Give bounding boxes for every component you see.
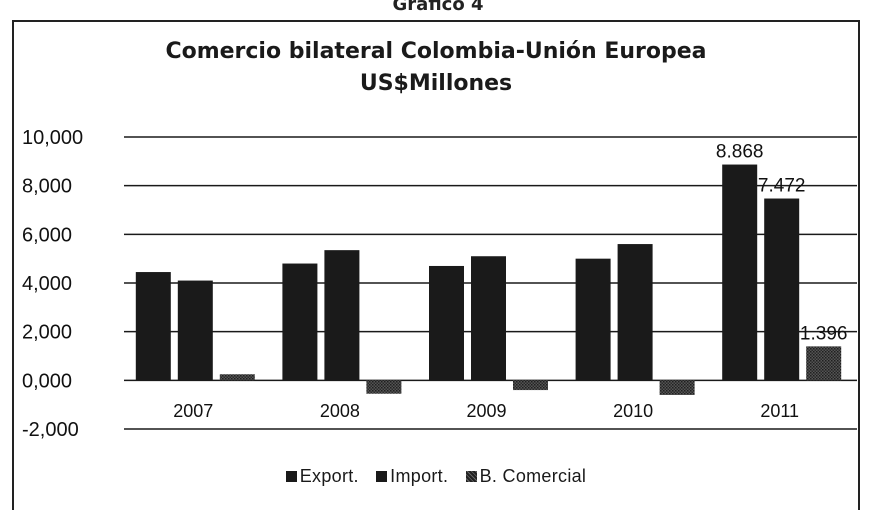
bar-import bbox=[324, 250, 360, 381]
x-tick-label: 2007 bbox=[173, 401, 213, 421]
legend-item-import: Import. bbox=[376, 466, 448, 487]
bar-export bbox=[135, 272, 171, 381]
chart-subtitle: US$Millones bbox=[359, 71, 513, 96]
bar-import bbox=[764, 198, 800, 381]
legend-item-export: Export. bbox=[285, 466, 359, 487]
x-tick-label: 2011 bbox=[760, 401, 799, 421]
bar-balance bbox=[659, 380, 695, 395]
bar-import bbox=[177, 280, 213, 381]
chart-title-block: Comercio bilateral Colombia-Unión Europe… bbox=[12, 36, 860, 100]
legend-label-import: Import. bbox=[390, 466, 449, 486]
legend-label-balance: B. Comercial bbox=[479, 466, 587, 486]
bar-balance bbox=[806, 346, 842, 381]
y-tick-label: -2,000 bbox=[22, 419, 79, 441]
x-tick-label: 2009 bbox=[466, 401, 506, 421]
x-tick-label: 2010 bbox=[613, 401, 653, 421]
bar-export bbox=[282, 263, 318, 381]
bar-balance bbox=[219, 374, 255, 381]
bar-export bbox=[429, 265, 464, 381]
y-tick-label: 6,000 bbox=[22, 224, 72, 246]
data-label: 1.396 bbox=[800, 323, 848, 344]
bar-import bbox=[471, 256, 506, 381]
figure-caption: Gráfico 4 bbox=[392, 0, 484, 15]
data-label: 7.472 bbox=[758, 176, 806, 197]
bar-import bbox=[617, 244, 653, 381]
data-label: 8.868 bbox=[716, 142, 764, 163]
bar-export bbox=[575, 258, 611, 381]
bar-export bbox=[722, 164, 758, 381]
legend-swatch-export bbox=[285, 471, 297, 482]
legend: Export. Import. B. Comercial bbox=[12, 466, 860, 487]
bar-balance bbox=[513, 380, 548, 391]
y-tick-label: 0,000 bbox=[22, 370, 72, 392]
legend-swatch-balance bbox=[465, 471, 477, 482]
y-tick-label: 4,000 bbox=[22, 273, 72, 295]
legend-label-export: Export. bbox=[299, 466, 359, 486]
chart-title: Comercio bilateral Colombia-Unión Europe… bbox=[165, 39, 707, 64]
y-tick-label: 2,000 bbox=[22, 322, 72, 344]
legend-swatch-import bbox=[376, 471, 388, 482]
y-tick-label: 10,000 bbox=[22, 127, 83, 149]
legend-item-balance: B. Comercial bbox=[465, 466, 587, 487]
y-tick-label: 8,000 bbox=[22, 176, 72, 198]
x-tick-label: 2008 bbox=[320, 401, 360, 421]
bar-balance bbox=[366, 380, 402, 394]
